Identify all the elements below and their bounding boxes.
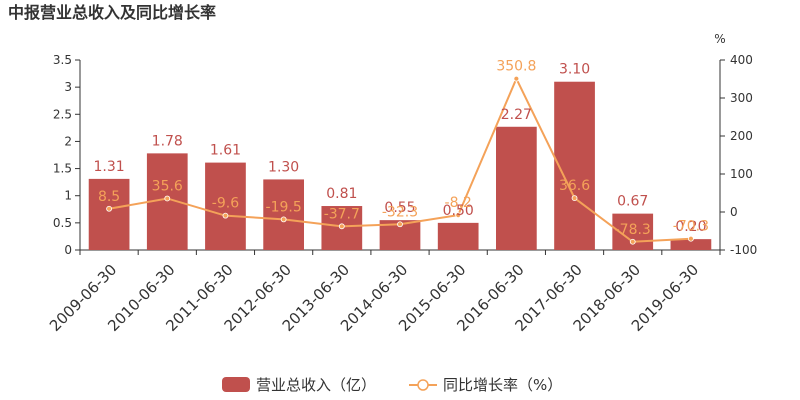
legend-line-label: 同比增长率（%） <box>443 376 562 394</box>
right-tick-label: 100 <box>730 167 753 181</box>
right-tick-label: 0 <box>730 205 738 219</box>
bar <box>263 179 304 250</box>
line-point <box>513 75 520 82</box>
bar-value-label: 2.27 <box>501 107 532 123</box>
bar-value-label: 0.81 <box>326 186 357 202</box>
left-tick-label: 2 <box>64 134 72 148</box>
line-value-label: -37.7 <box>324 206 360 222</box>
line-value-label: 36.6 <box>559 178 590 194</box>
right-tick-label: 300 <box>730 91 753 105</box>
line-point <box>164 195 171 202</box>
bar-value-label: 1.30 <box>268 159 299 175</box>
line-point <box>280 216 287 223</box>
line-point <box>571 195 578 201</box>
right-tick-label: 400 <box>730 53 753 67</box>
line-point <box>106 205 112 212</box>
bar-value-label: 0.67 <box>617 194 648 210</box>
bar-value-label: 1.78 <box>152 133 183 149</box>
left-tick-label: 2.5 <box>53 107 72 121</box>
line-point <box>688 235 694 242</box>
bar <box>670 239 712 250</box>
bar <box>205 162 246 250</box>
right-axis-unit: % <box>714 32 725 46</box>
bar <box>88 178 130 250</box>
line-value-label: 350.8 <box>496 59 536 75</box>
chart-title: 中报营业总收入及同比增长率 <box>8 3 216 22</box>
line-value-label: -78.3 <box>615 222 651 238</box>
bar-value-label: 1.31 <box>94 159 125 175</box>
line-point <box>629 238 636 245</box>
line-point <box>338 223 345 230</box>
bar <box>496 126 537 250</box>
line-point <box>455 212 462 219</box>
left-tick-label: 3 <box>64 80 72 94</box>
bar-value-label: 0.50 <box>443 203 474 219</box>
bar <box>437 222 479 250</box>
legend-line-marker <box>417 379 429 391</box>
right-tick-label: -100 <box>730 243 757 257</box>
bar-value-label: 3.10 <box>559 62 590 78</box>
legend: 营业总收入（亿） 同比增长率（%） <box>222 376 562 394</box>
bar <box>554 81 595 250</box>
legend-bar-swatch <box>222 377 250 392</box>
left-tick-label: 1.5 <box>53 162 72 176</box>
line-value-label: -70.3 <box>673 219 709 235</box>
right-tick-label: 200 <box>730 129 753 143</box>
line-point <box>397 221 403 228</box>
line-series <box>106 75 694 245</box>
line-value-label: -19.5 <box>266 199 302 215</box>
bar-value-label: 1.61 <box>210 143 241 159</box>
line-value-label: -9.6 <box>212 196 239 212</box>
line-value-label: -8.2 <box>445 195 472 211</box>
left-tick-label: 1 <box>64 189 72 203</box>
line-value-label: 8.5 <box>98 189 120 205</box>
left-tick-label: 0.5 <box>53 216 72 230</box>
bar-value-label: 0.20 <box>675 219 706 235</box>
data-labels: 1.31 1.78 1.61 1.30 0.81 0.55 0.50 2.27 3.10 0.67… <box>94 59 710 238</box>
bar-value-label: 0.55 <box>384 200 415 216</box>
left-tick-label: 3.5 <box>53 53 72 67</box>
line-value-label: 35.6 <box>152 178 183 194</box>
line-value-label: -32.3 <box>382 204 418 220</box>
legend-bar-label: 营业总收入（亿） <box>256 376 376 394</box>
line-point <box>222 212 229 219</box>
left-tick-label: 0 <box>64 243 72 257</box>
